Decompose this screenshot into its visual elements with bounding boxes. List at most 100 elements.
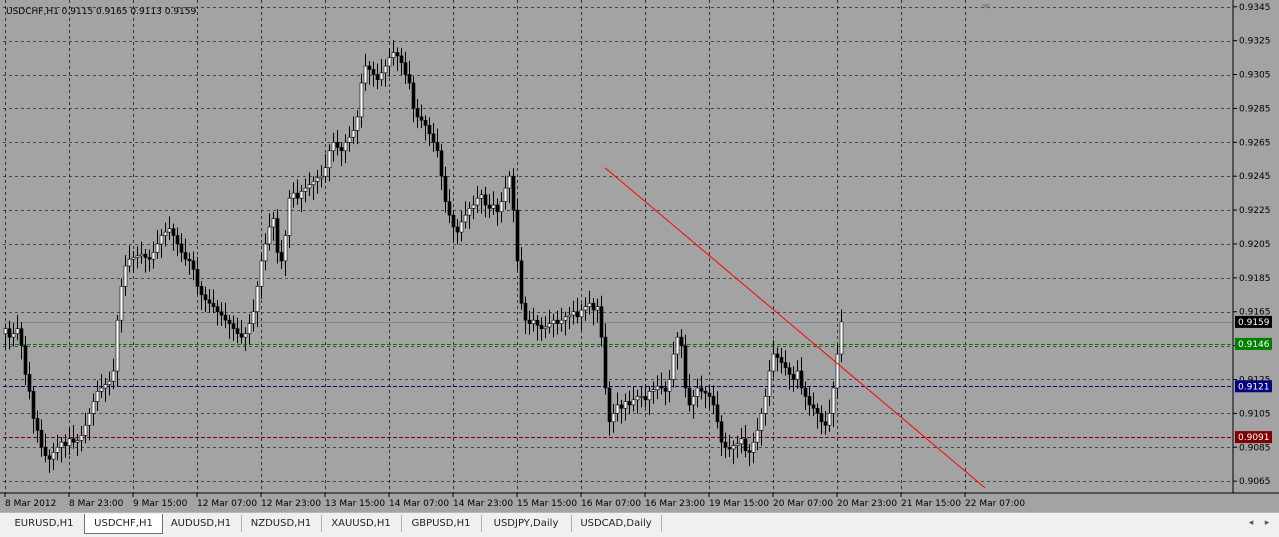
candle	[407, 60, 412, 90]
candle	[699, 375, 704, 400]
tab-eurusd-h1[interactable]: EURUSD,H1	[4, 515, 85, 532]
candle	[755, 417, 760, 451]
candle	[571, 300, 576, 325]
candlestick-chart[interactable]: 0.9345 0.9325 0.9305 0.9285 0.9265 0.9245 0.92…	[0, 0, 1279, 512]
candle-body	[179, 243, 184, 253]
candle	[663, 381, 668, 406]
candle-body	[807, 396, 812, 406]
trendline-layer[interactable]	[604, 167, 986, 489]
candle	[115, 315, 120, 387]
candle-body	[751, 441, 756, 453]
candle	[527, 310, 532, 335]
candle-body	[103, 384, 108, 389]
candle-body	[559, 319, 564, 324]
candle-body	[15, 328, 20, 335]
candle	[223, 302, 228, 329]
candle-body	[395, 52, 400, 57]
price-axis[interactable]: 0.9345 0.9325 0.9305 0.9285 0.9265 0.9245 0.92…	[1233, 3, 1272, 487]
candle	[155, 230, 160, 259]
candle	[335, 129, 340, 156]
candle	[719, 415, 724, 456]
candle	[767, 360, 772, 406]
candle-body	[507, 175, 512, 189]
x-tick-label: 12 Mar 07:00	[197, 499, 257, 509]
candle	[87, 408, 92, 441]
candle	[423, 115, 428, 141]
candle	[251, 299, 256, 332]
scroll-right-icon[interactable]: ▸	[1264, 518, 1270, 528]
tab-usdchf-h1[interactable]: USDCHF,H1	[84, 514, 163, 534]
tab-usdcad-daily[interactable]: USDCAD,Daily	[571, 515, 662, 532]
y-tick-label: 0.9345	[1239, 3, 1271, 13]
candle	[39, 419, 44, 457]
tab-audusd-h1[interactable]: AUDUSD,H1	[161, 515, 242, 532]
candle-body	[11, 333, 16, 338]
candle	[79, 425, 84, 452]
candle-body	[483, 194, 488, 206]
candle-body	[207, 299, 212, 304]
candle-body	[791, 374, 796, 380]
y-tick-label: 0.9085	[1239, 443, 1271, 453]
y-tick-label: 0.9245	[1239, 172, 1271, 182]
candle-body	[339, 147, 344, 152]
candle	[579, 303, 584, 331]
candle-body	[275, 218, 280, 253]
candle-body	[375, 74, 380, 80]
candle	[559, 307, 564, 332]
candle-body	[583, 306, 588, 311]
candle-body	[323, 167, 328, 177]
candle-body	[263, 243, 268, 262]
candle-body	[415, 108, 420, 118]
candle-body	[511, 175, 516, 211]
candle	[51, 442, 56, 471]
tab-xauusd-h1[interactable]: XAUUSD,H1	[321, 515, 402, 532]
candle-body	[819, 413, 824, 423]
candle-body	[403, 62, 408, 75]
candle-body	[723, 441, 728, 448]
tab-usdjpy-daily[interactable]: USDJPY,Daily	[481, 515, 572, 532]
candle-body	[247, 323, 252, 335]
candle-body	[479, 194, 484, 199]
candle-body	[599, 306, 604, 338]
candle-body	[355, 116, 360, 131]
candle	[183, 238, 188, 266]
x-tick-label: 21 Mar 15:00	[901, 499, 961, 509]
time-axis[interactable]: 8 Mar 2012 8 Mar 23:00 9 Mar 15:00 12 Mar 0…	[4, 493, 1025, 509]
chart-shift-marker-icon[interactable]	[981, 4, 991, 9]
candle-body	[107, 380, 112, 385]
chart-window[interactable]: 0.9345 0.9325 0.9305 0.9285 0.9265 0.9245 0.92…	[0, 0, 1279, 512]
candle-body	[699, 387, 704, 392]
candle-body	[531, 319, 536, 324]
candle	[327, 144, 332, 182]
candle-body	[31, 391, 36, 419]
candle	[307, 172, 312, 197]
candle	[647, 386, 652, 416]
candle	[811, 392, 816, 417]
candle-body	[47, 455, 52, 460]
candle	[783, 350, 788, 376]
candle-body	[147, 257, 152, 260]
candle-body	[295, 192, 300, 199]
grid	[3, 0, 1233, 493]
candle	[11, 322, 16, 347]
trendline[interactable]	[604, 167, 986, 489]
candle	[671, 341, 676, 388]
candle-body	[291, 192, 296, 199]
x-tick-label: 13 Mar 15:00	[325, 499, 385, 509]
candle	[439, 144, 444, 190]
candle	[111, 358, 116, 390]
candle-body	[711, 396, 716, 406]
candle	[167, 216, 172, 241]
scroll-left-icon[interactable]: ◂	[1248, 518, 1254, 528]
candle-body	[171, 228, 176, 236]
candle	[127, 245, 132, 273]
tab-nzdusd-h1[interactable]: NZDUSD,H1	[241, 515, 322, 532]
candle	[691, 389, 696, 419]
candle	[587, 290, 592, 315]
candle-body	[803, 387, 808, 397]
tab-gbpusd-h1[interactable]: GBPUSD,H1	[401, 515, 482, 532]
candle-body	[707, 392, 712, 397]
candle-body	[351, 130, 356, 138]
candle	[551, 313, 556, 338]
candle	[203, 286, 208, 313]
